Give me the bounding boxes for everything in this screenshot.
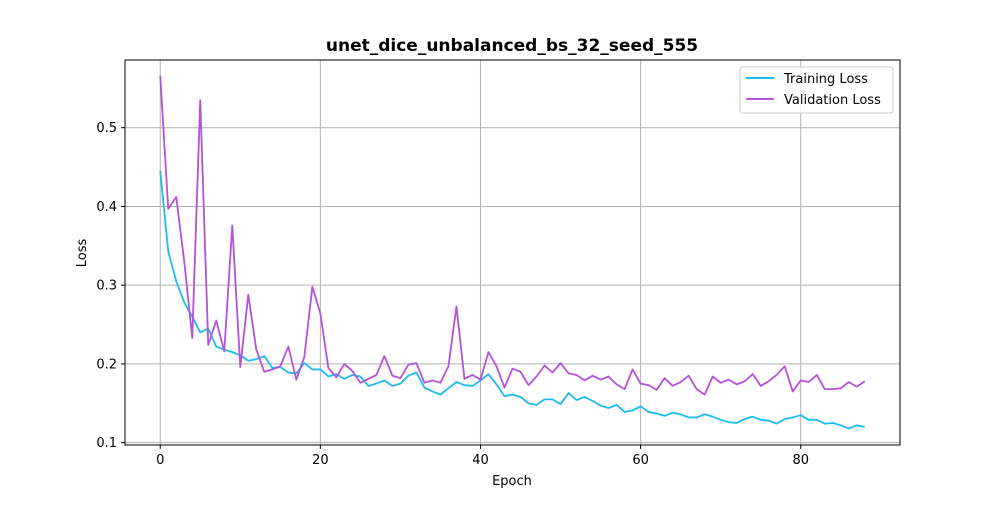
y-tick-label: 0.4 — [96, 200, 117, 215]
x-tick-label: 60 — [632, 453, 649, 468]
y-tick-label: 0.2 — [96, 357, 117, 372]
legend: Training Loss Validation Loss — [739, 66, 894, 114]
plot-frame — [124, 59, 901, 446]
grid — [125, 60, 900, 445]
x-tick-label: 80 — [792, 453, 809, 468]
x-tick-label: 20 — [312, 453, 329, 468]
series-lines — [159, 75, 866, 430]
legend-label-validation: Validation Loss — [784, 93, 881, 108]
chart-title: unet_dice_unbalanced_bs_32_seed_555 — [326, 36, 698, 56]
y-axis-label: Loss — [75, 239, 90, 268]
x-tick-label: 40 — [472, 453, 489, 468]
y-tick-label: 0.3 — [96, 279, 117, 294]
legend-label-training: Training Loss — [783, 72, 868, 87]
x-axis-label: Epoch — [492, 474, 532, 489]
y-tick-label: 0.1 — [96, 436, 117, 451]
axis-ticks: 0 20 40 60 80 0.1 0.2 0.3 0.4 0.5 — [96, 121, 809, 468]
legend-box — [739, 66, 894, 114]
y-tick-label: 0.5 — [96, 121, 117, 136]
x-tick-label: 0 — [156, 453, 164, 468]
validation-loss-line — [159, 75, 866, 396]
